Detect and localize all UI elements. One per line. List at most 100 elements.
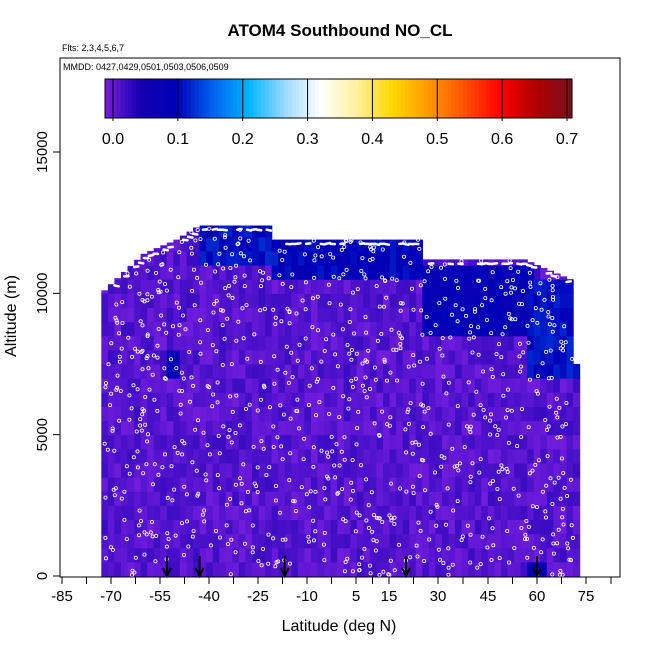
heatmap-cell	[428, 519, 437, 535]
heatmap-cell	[160, 406, 168, 422]
heatmap-cell	[258, 505, 266, 520]
heatmap-cell	[127, 349, 135, 365]
heatmap-cell	[376, 561, 384, 577]
observation-point	[198, 340, 203, 345]
heatmap-cell	[507, 462, 515, 478]
heatmap-cell	[291, 349, 299, 365]
heatmap-cell	[514, 364, 522, 379]
heatmap-cell	[121, 491, 129, 506]
heatmap-cell	[389, 335, 397, 351]
heatmap-cell	[363, 378, 371, 393]
heatmap-cell	[507, 561, 515, 577]
heatmap-cell	[252, 279, 260, 294]
heatmap-cell	[291, 265, 299, 280]
observation-point	[215, 473, 220, 478]
heatmap-cell	[252, 265, 260, 280]
heatmap-cell	[284, 335, 292, 351]
observation-point	[518, 369, 523, 374]
observation-point	[427, 537, 432, 542]
heatmap-cell	[206, 420, 214, 436]
heatmap-cell	[356, 364, 364, 379]
heatmap-cell	[324, 307, 332, 323]
observation-point	[119, 346, 124, 351]
heatmap-cell	[481, 477, 489, 492]
heatmap-cell	[422, 533, 430, 549]
y-tick-label: 10000	[34, 272, 51, 314]
flight-track-segment	[324, 241, 332, 246]
heatmap-cell	[566, 448, 574, 464]
heatmap-cell	[422, 420, 430, 436]
heatmap-cell	[186, 279, 194, 294]
colorbar-bin	[412, 79, 417, 118]
colorbar-bin	[533, 79, 538, 118]
heatmap-cell	[225, 225, 233, 238]
colorbar-bin	[280, 79, 285, 118]
heatmap-cell	[193, 293, 201, 308]
heatmap-cell	[245, 236, 253, 252]
heatmap-cell	[422, 434, 430, 450]
colorbar-bin	[171, 79, 176, 118]
observation-point	[178, 402, 183, 407]
heatmap-cell	[166, 335, 174, 351]
heatmap-cell	[297, 307, 306, 323]
heatmap-cell	[232, 279, 240, 294]
heatmap-cell	[468, 462, 476, 478]
observation-point	[470, 350, 475, 355]
colorbar-bin	[560, 79, 565, 118]
heatmap-cell	[134, 406, 142, 422]
heatmap-cell	[173, 462, 181, 478]
heatmap-cell	[533, 547, 541, 563]
heatmap-cell	[435, 364, 443, 379]
observation-point	[511, 486, 516, 491]
heatmap-cell	[546, 335, 554, 351]
heatmap-cell	[376, 293, 384, 308]
heatmap-cell	[383, 420, 391, 436]
heatmap-cell	[147, 477, 155, 492]
heatmap-cell	[179, 491, 188, 506]
observation-point	[420, 403, 425, 408]
heatmap-cell	[193, 236, 201, 252]
heatmap-cell	[435, 420, 443, 436]
heatmap-cell	[278, 307, 286, 323]
observation-point	[455, 319, 460, 324]
heatmap-cell	[363, 519, 371, 535]
heatmap-cell	[297, 561, 306, 577]
heatmap-cell	[428, 533, 437, 549]
heatmap-cell	[265, 505, 273, 520]
observation-point	[367, 563, 372, 568]
heatmap-cell	[559, 349, 568, 365]
heatmap-cell	[455, 364, 463, 379]
heatmap-cell	[193, 477, 201, 492]
heatmap-cell	[291, 392, 299, 407]
observation-point	[284, 344, 289, 349]
observation-point	[344, 267, 349, 272]
heatmap-cell	[389, 434, 397, 450]
heatmap-cell	[566, 533, 574, 549]
heatmap-cell	[304, 561, 312, 577]
colorbar-bin	[163, 79, 168, 118]
colorbar-bin	[155, 79, 160, 118]
heatmap-cell	[553, 279, 561, 294]
observation-point	[104, 556, 109, 561]
observation-point	[255, 490, 260, 495]
heatmap-cell	[533, 364, 541, 379]
colorbar-bin	[350, 79, 355, 118]
heatmap-cell	[311, 406, 319, 422]
heatmap-cell	[291, 279, 299, 294]
flight-track-segment	[319, 242, 327, 246]
heatmap-cell	[101, 477, 109, 492]
heatmap-cell	[428, 279, 437, 294]
heatmap-cell	[238, 434, 247, 450]
observation-point	[507, 258, 512, 263]
heatmap-cell	[324, 477, 332, 492]
colorbar-bin	[307, 79, 312, 118]
heatmap-cell	[356, 307, 364, 323]
observation-point	[433, 323, 438, 328]
observation-point	[464, 313, 469, 318]
observation-point	[368, 247, 373, 252]
heatmap-cell	[193, 335, 201, 351]
heatmap-cell	[468, 307, 476, 323]
heatmap-cell	[533, 519, 541, 535]
observation-points	[102, 226, 575, 578]
heatmap-cell	[212, 307, 220, 323]
